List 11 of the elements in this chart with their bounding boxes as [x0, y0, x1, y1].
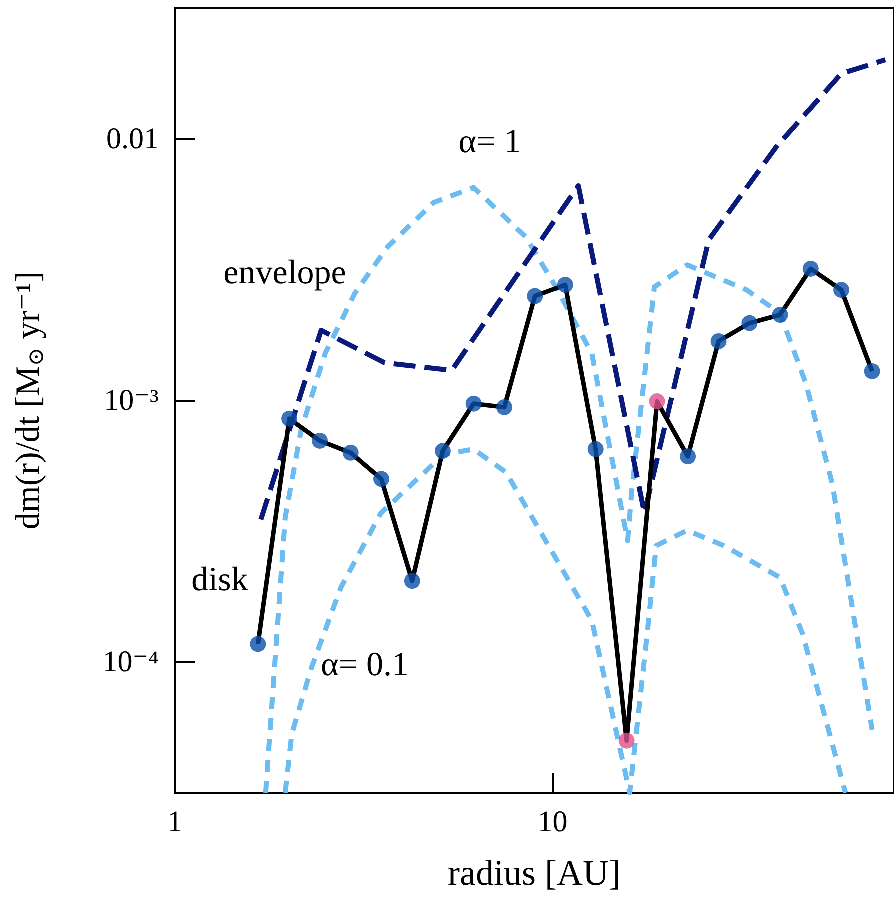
y-tick-label: 0.01 — [106, 122, 159, 156]
annotation: envelope — [224, 254, 346, 292]
y-tick-label: 10⁻⁴ — [102, 646, 159, 679]
annotation: α= 0.1 — [321, 646, 409, 684]
annotation: disk — [192, 562, 248, 598]
x-tick-label: 10 — [538, 806, 568, 838]
x-tick-label: 1 — [168, 806, 182, 838]
y-axis-title: dm(r)/dt [M⊙ yr⁻¹] — [10, 271, 48, 530]
annotation: α= 1 — [458, 124, 522, 160]
y-tick-label: 10⁻³ — [104, 384, 159, 417]
x-axis-title: radius [AU] — [448, 853, 621, 893]
